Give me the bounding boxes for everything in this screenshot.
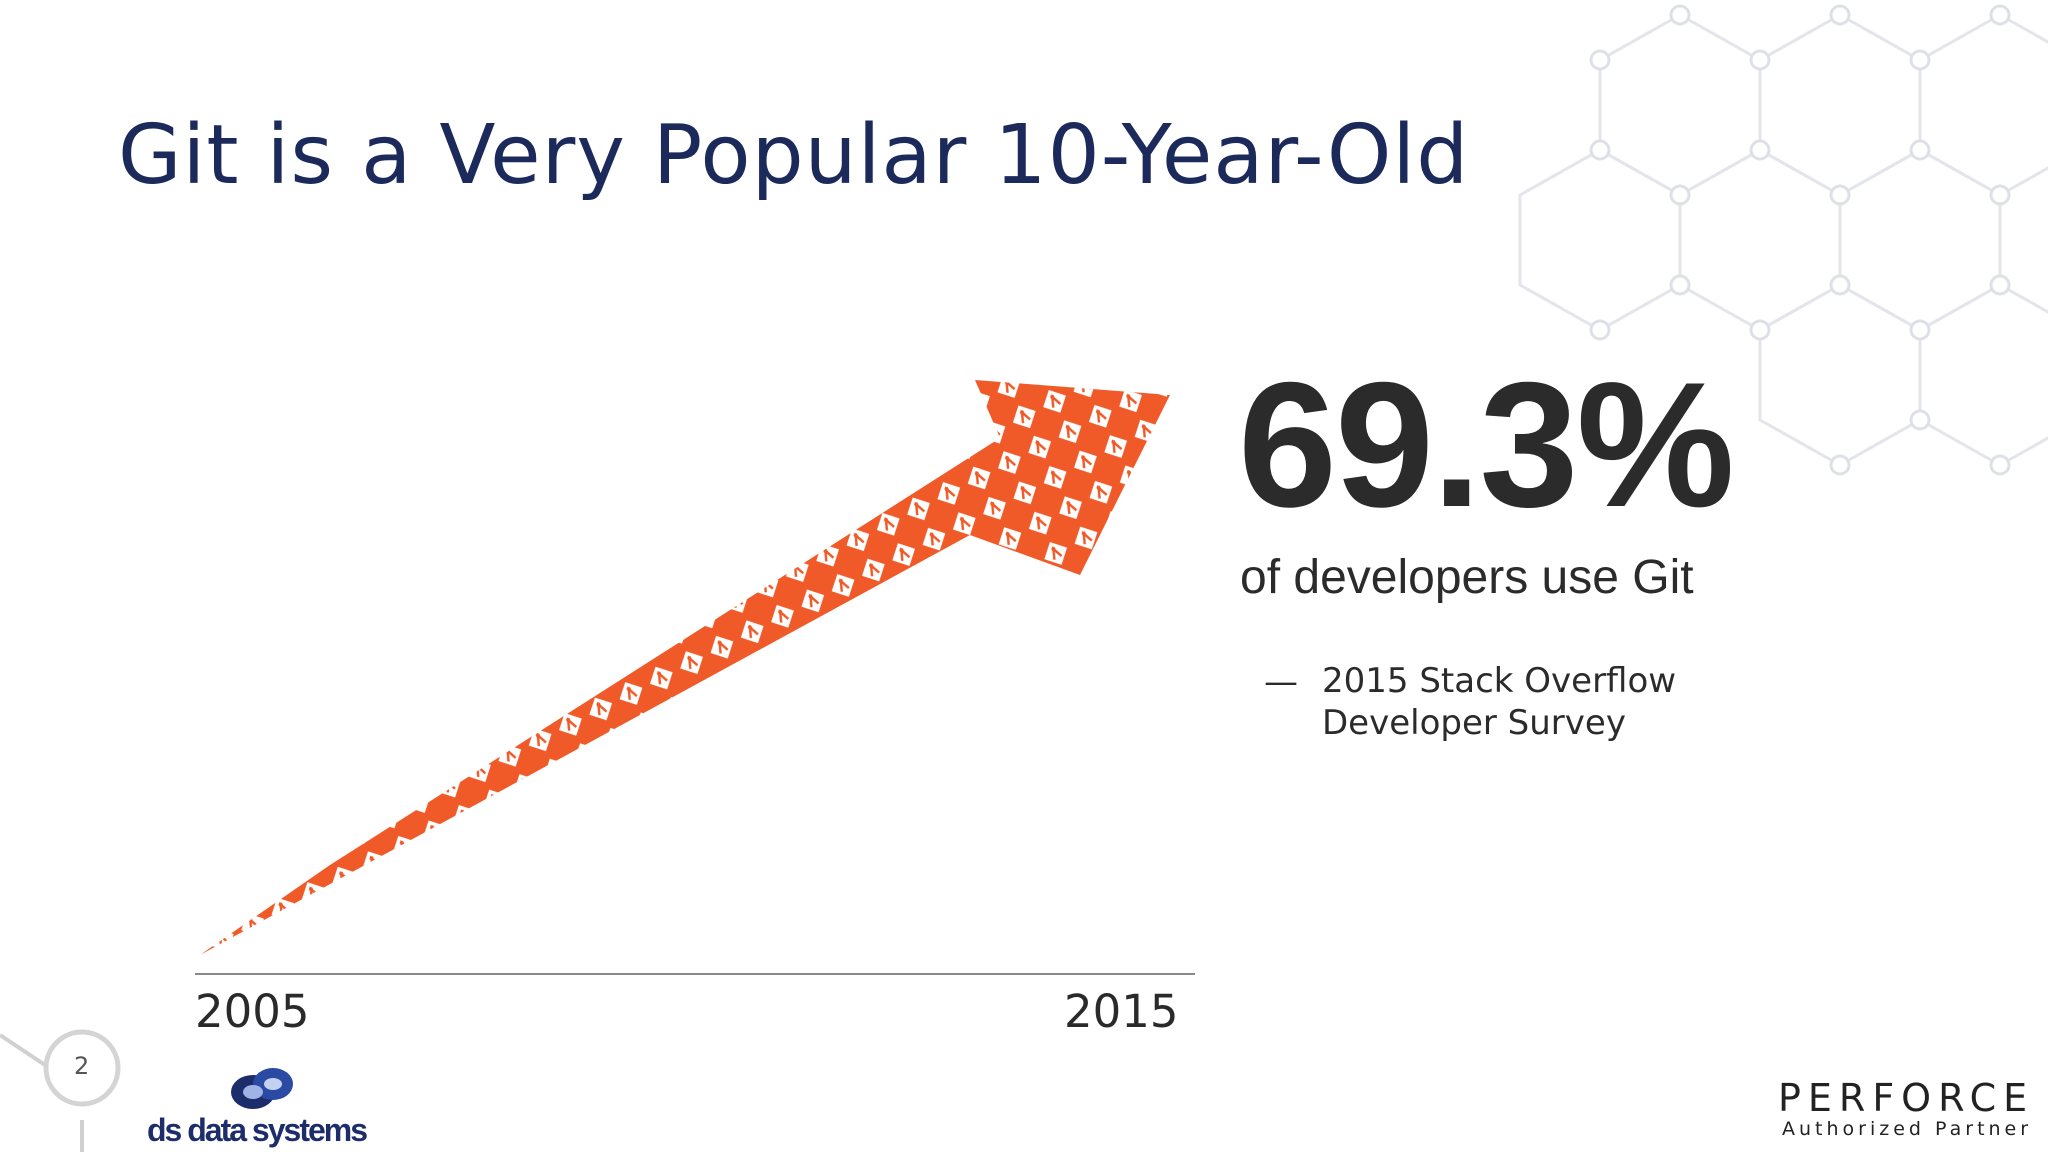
page-number: 2 — [74, 1052, 90, 1080]
arrow-shape — [200, 380, 1170, 955]
perforce-logo: PERFORCE — [1778, 1076, 2035, 1120]
hex-network-decoration — [1518, 4, 2048, 476]
ds-logo-icon — [231, 1068, 293, 1109]
perforce-authorized-partner: Authorized Partner — [1782, 1118, 2033, 1140]
source-line-1: 2015 Stack Overflow — [1322, 661, 1677, 701]
slide-title: Git is a Very Popular 10-Year-Old — [118, 108, 1470, 203]
source-dash: — — [1264, 662, 1298, 702]
growth-arrow-graphic — [200, 380, 1170, 955]
source-line-2: Developer Survey — [1322, 703, 1626, 743]
stat-source: 2015 Stack Overflow Developer Survey — [1322, 660, 1676, 744]
timeline-start-label: 2005 — [195, 985, 310, 1038]
ds-logo-text: ds data systems — [147, 1112, 368, 1148]
stat-value: 69.3% — [1238, 345, 1735, 544]
stat-caption: of developers use Git — [1240, 551, 1694, 604]
timeline-axis — [195, 973, 1195, 975]
timeline-end-label: 2015 — [1064, 985, 1179, 1038]
page-number-badge-icon — [0, 1029, 121, 1152]
